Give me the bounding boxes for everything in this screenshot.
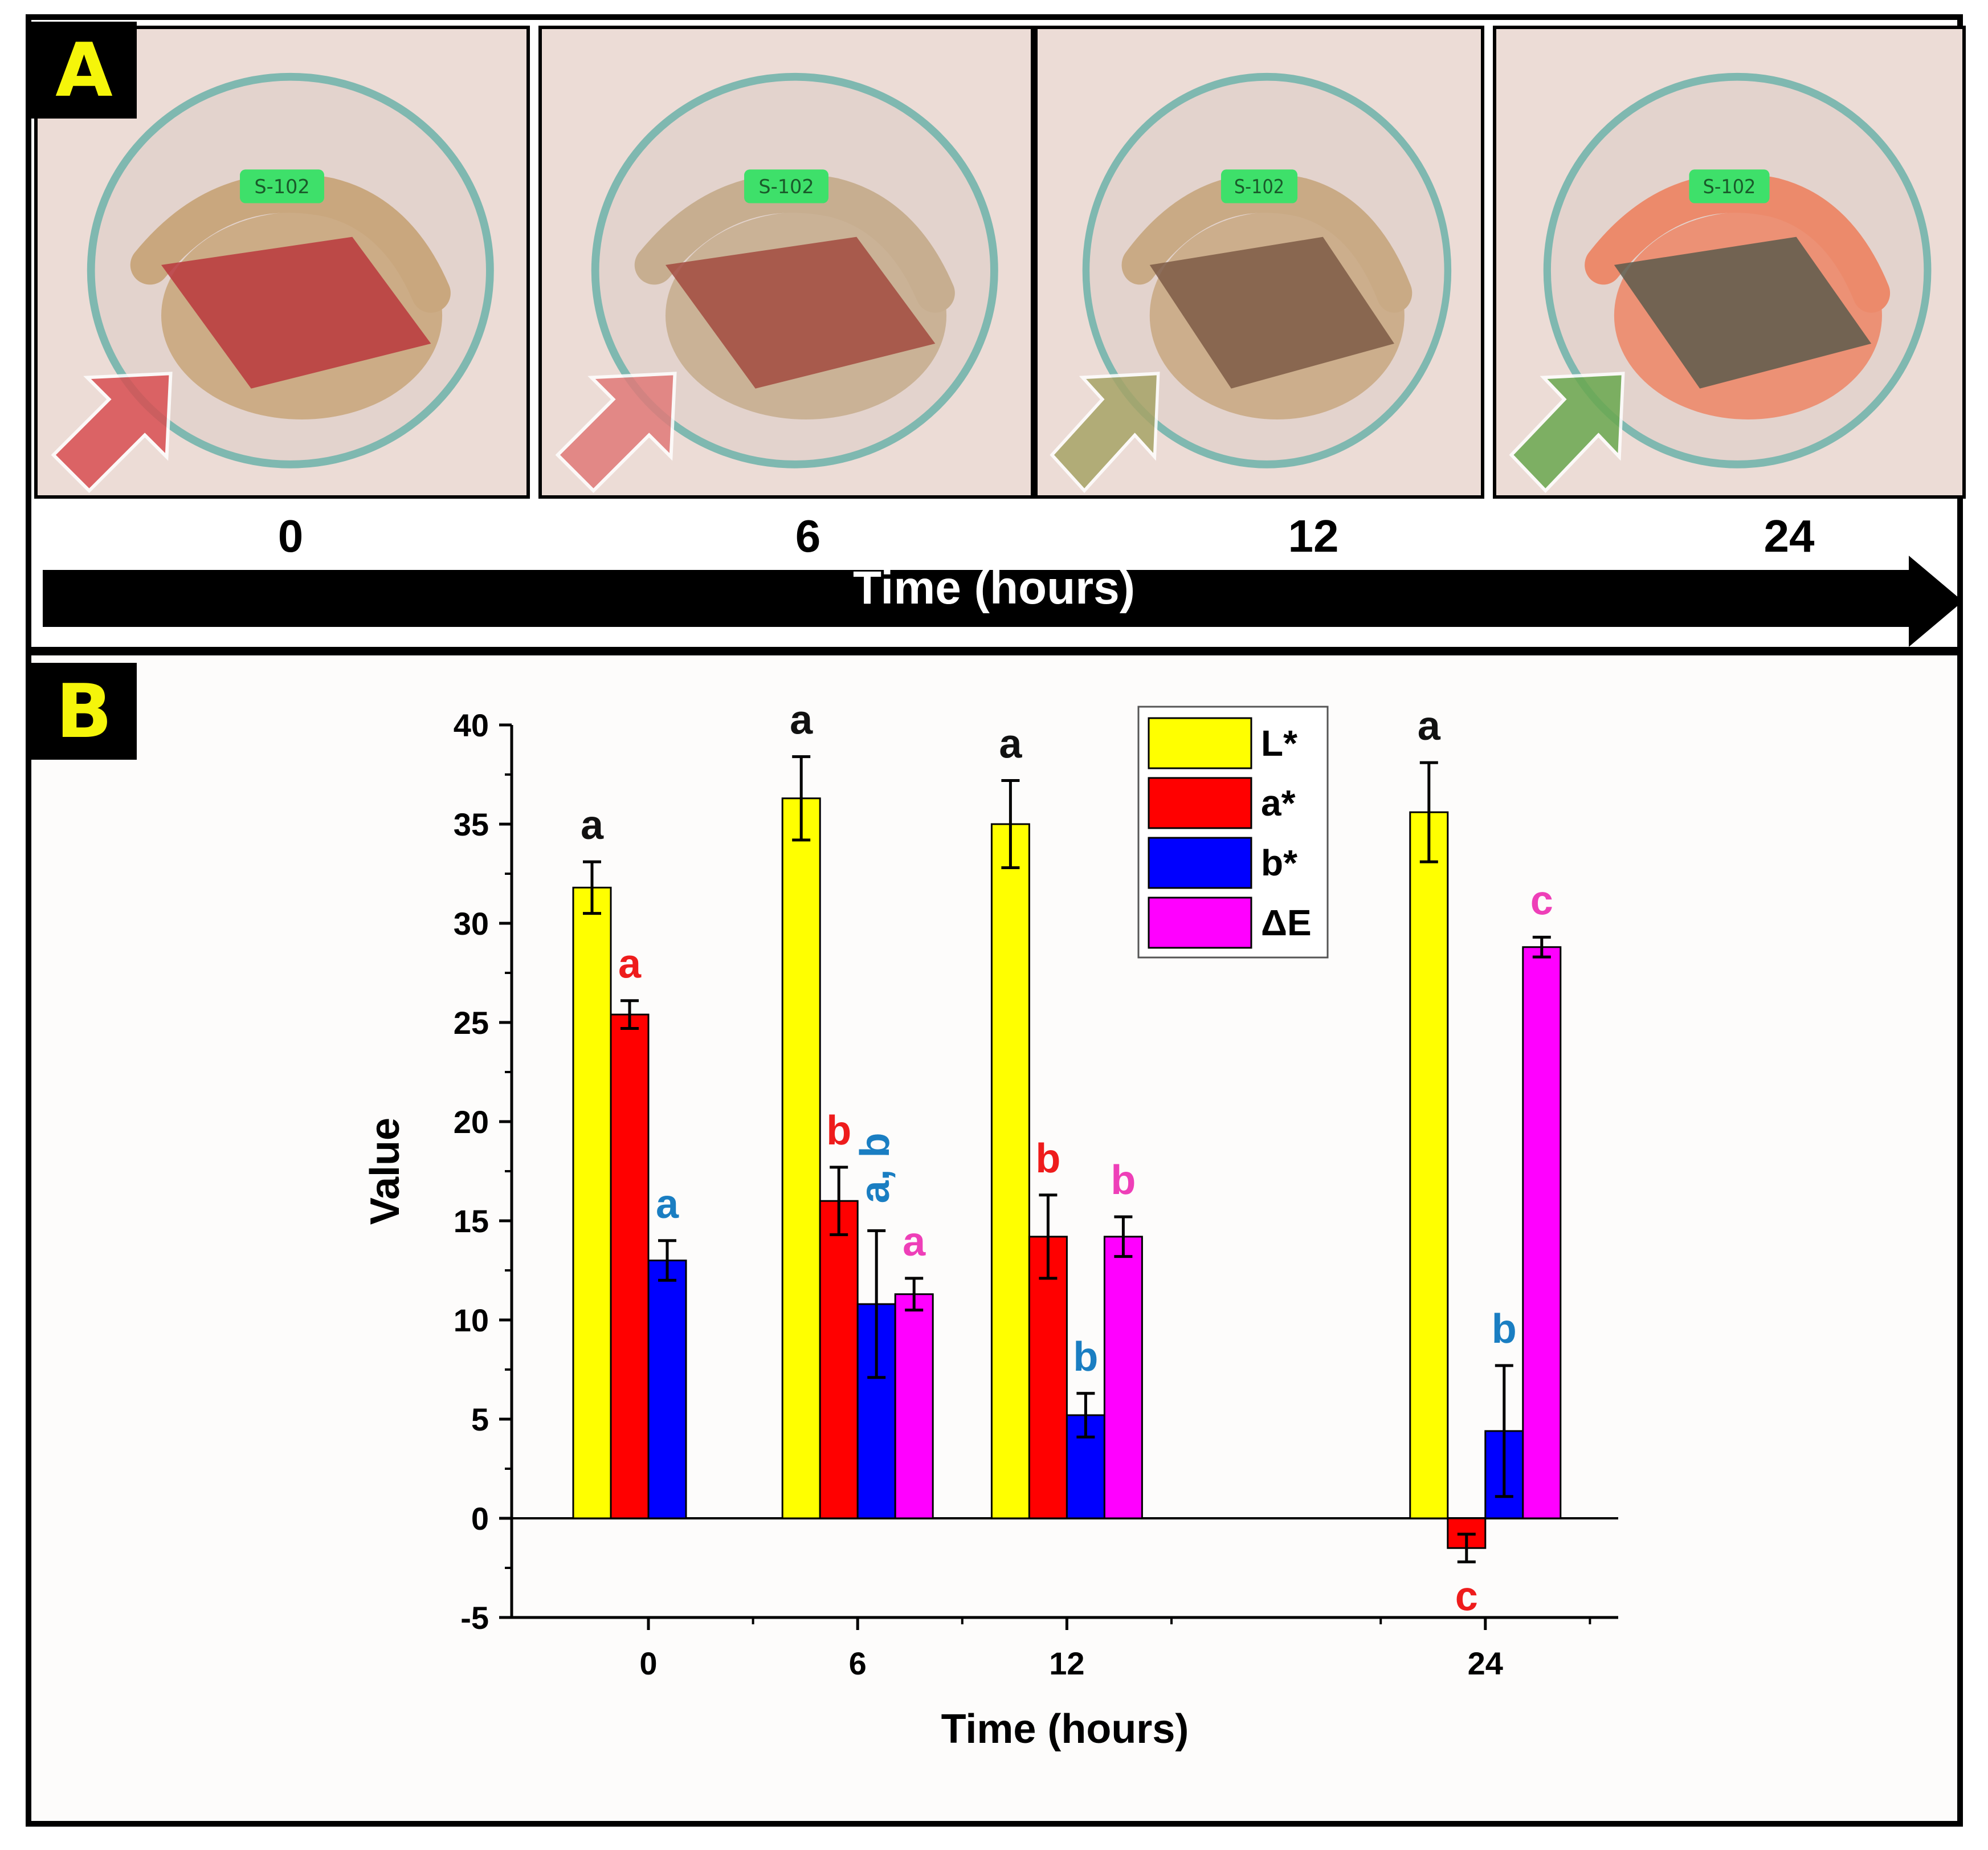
timeline-tick-12: 12 bbox=[1288, 511, 1339, 561]
y-tick-label: 40 bbox=[454, 707, 489, 743]
panel-b-label: B bbox=[31, 663, 137, 760]
arrow-shape bbox=[51, 372, 173, 494]
significance-letter-a*-6h: b bbox=[826, 1108, 851, 1154]
x-tick-label: 24 bbox=[1468, 1645, 1503, 1681]
arrow-shape bbox=[1050, 372, 1160, 494]
legend-swatch-L* bbox=[1148, 717, 1252, 769]
significance-letter-a*-24h: c bbox=[1455, 1574, 1478, 1620]
bar-a*-6h bbox=[819, 1200, 859, 1519]
dish-tag bbox=[1220, 169, 1298, 203]
significance-letter-b*-12h: b bbox=[1073, 1334, 1098, 1380]
x-tick-label: 12 bbox=[1049, 1645, 1084, 1681]
y-axis-title: Value bbox=[362, 1118, 408, 1225]
dish-tag bbox=[1689, 169, 1770, 203]
bar-a*-0h bbox=[610, 1013, 650, 1519]
significance-letter-a*-0h: a bbox=[618, 942, 642, 987]
bar-ΔE-24h bbox=[1522, 946, 1562, 1519]
y-tick-label: 25 bbox=[454, 1005, 489, 1041]
bar-L*-12h bbox=[990, 823, 1030, 1519]
timeline-tick-0: 0 bbox=[277, 511, 304, 561]
legend-label-ΔE: ΔE bbox=[1261, 902, 1312, 943]
timeline-arrow bbox=[43, 556, 1963, 647]
legend-swatch-ΔE bbox=[1148, 897, 1252, 949]
y-tick-label: 5 bbox=[471, 1401, 489, 1437]
x-axis-title: Time (hours) bbox=[941, 1706, 1189, 1752]
significance-letter-L*-0h: a bbox=[581, 802, 604, 848]
significance-letter-b*-24h: b bbox=[1492, 1306, 1517, 1352]
bar-L*-6h bbox=[781, 797, 821, 1519]
y-tick-label: 0 bbox=[471, 1501, 489, 1537]
y-tick-label: 20 bbox=[454, 1104, 489, 1140]
indicator-film bbox=[1614, 237, 1872, 389]
significance-letter-b*-0h: a bbox=[656, 1181, 679, 1227]
indicator-film bbox=[665, 237, 936, 389]
indicator-arrow bbox=[1509, 372, 1625, 494]
y-tick-label: -5 bbox=[460, 1600, 489, 1636]
legend-swatch-a* bbox=[1148, 777, 1252, 829]
timeline-tick-6: 6 bbox=[795, 511, 821, 561]
shrimp-photo-12h: S-102 bbox=[1034, 26, 1484, 499]
dish-tag bbox=[744, 169, 828, 203]
bar-b*-6h bbox=[856, 1303, 896, 1519]
dish-tag-text: S-102 bbox=[1234, 175, 1284, 198]
bar-L*-0h bbox=[572, 886, 612, 1519]
significance-letter-b*-6h: a, b bbox=[852, 1132, 898, 1203]
significance-letter-a*-12h: b bbox=[1035, 1136, 1060, 1181]
dish-tag-text: S-102 bbox=[1703, 176, 1756, 198]
indicator-arrow bbox=[1050, 372, 1160, 494]
bar-ΔE-12h bbox=[1103, 1236, 1143, 1519]
y-tick-label: 15 bbox=[454, 1203, 489, 1239]
bar-a*-12h bbox=[1028, 1236, 1068, 1519]
shrimp-tail bbox=[1585, 173, 1891, 313]
legend-label-b*: b* bbox=[1261, 842, 1297, 883]
arrow-shape bbox=[1509, 372, 1625, 494]
y-tick-label: 35 bbox=[454, 806, 489, 842]
significance-letter-ΔE-12h: b bbox=[1111, 1158, 1136, 1203]
dish-tag bbox=[240, 169, 324, 203]
shrimp-tail bbox=[130, 173, 451, 313]
arrow-shape bbox=[555, 372, 677, 494]
bar-ΔE-6h bbox=[894, 1293, 934, 1519]
y-tick-label: 30 bbox=[454, 906, 489, 942]
indicator-arrow bbox=[555, 372, 677, 494]
indicator-film bbox=[161, 237, 431, 389]
significance-letter-ΔE-6h: a bbox=[903, 1219, 926, 1265]
significance-letter-ΔE-24h: c bbox=[1530, 878, 1553, 923]
timeline-tick-24: 24 bbox=[1764, 511, 1815, 561]
bar-b*-0h bbox=[647, 1260, 687, 1519]
legend-label-a*: a* bbox=[1261, 783, 1296, 824]
y-tick-label: 10 bbox=[454, 1302, 489, 1338]
shrimp-photo-6h: S-102 bbox=[538, 26, 1034, 499]
dish-tag-text: S-102 bbox=[254, 176, 309, 198]
dish-tag-text: S-102 bbox=[758, 176, 814, 198]
x-tick-label: 0 bbox=[639, 1645, 657, 1681]
significance-letter-L*-12h: a bbox=[999, 721, 1022, 767]
panel-a-label: A bbox=[31, 22, 137, 119]
shrimp-tail bbox=[634, 173, 955, 313]
indicator-film bbox=[1149, 237, 1394, 389]
x-tick-label: 6 bbox=[849, 1645, 867, 1681]
legend-label-L*: L* bbox=[1261, 723, 1297, 764]
bar-L*-24h bbox=[1409, 811, 1449, 1519]
shrimp-photo-24h: S-102 bbox=[1493, 26, 1966, 499]
legend-swatch-b* bbox=[1148, 837, 1252, 889]
significance-letter-L*-6h: a bbox=[790, 698, 813, 743]
significance-letter-L*-24h: a bbox=[1418, 703, 1441, 749]
indicator-arrow bbox=[51, 372, 173, 494]
